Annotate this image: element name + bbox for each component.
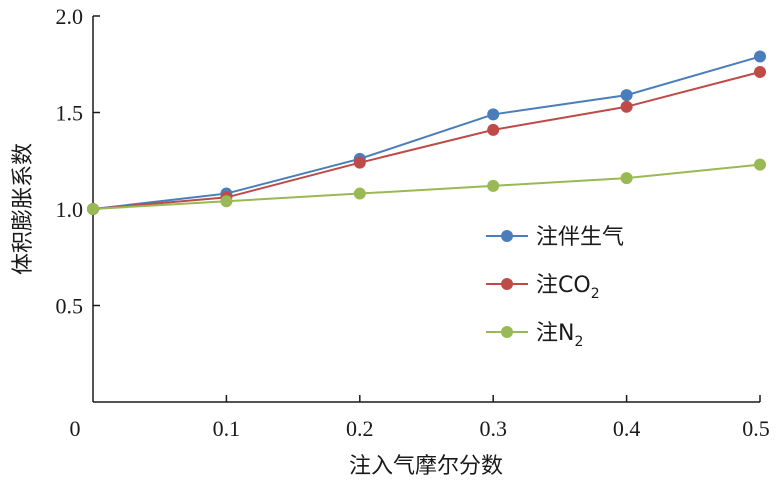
- x-axis-ticks: 0 0.1 0.2 0.3 0.4 0.5: [70, 395, 770, 441]
- legend-item: 注N2: [486, 321, 583, 350]
- data-point: [87, 203, 99, 215]
- series-group: [87, 50, 766, 215]
- legend-label-subscript: 2: [591, 286, 600, 302]
- legend-label-main: 注伴生气: [536, 225, 624, 250]
- x-tick-label: 0.1: [213, 416, 241, 441]
- legend-label-subscript: 2: [574, 334, 583, 350]
- y-axis-ticks: 0.5 1.0 1.5 2.0: [56, 4, 100, 319]
- series-2: [87, 158, 766, 215]
- y-tick-label: 1.5: [56, 101, 84, 126]
- data-point: [754, 158, 766, 171]
- plot-area: 0.5 1.0 1.5 2.0 0 0.1 0.2 0.3 0.4 0.5: [56, 4, 770, 441]
- data-point: [487, 108, 500, 121]
- legend-label-main: 注N: [536, 321, 574, 346]
- legend-item: 注CO2: [486, 273, 600, 302]
- series-line: [92, 163, 761, 210]
- legend-label: 注N2: [536, 321, 583, 350]
- data-point: [620, 100, 633, 113]
- series-1: [87, 65, 766, 215]
- legend-label: 注CO2: [536, 273, 600, 302]
- legend-marker: [501, 230, 513, 242]
- legend-label-main: 注CO: [536, 273, 591, 298]
- data-point: [220, 195, 233, 208]
- data-point: [620, 172, 633, 185]
- x-tick-label: 0.4: [613, 416, 641, 441]
- data-point: [353, 187, 366, 200]
- data-point: [754, 50, 766, 63]
- data-point: [754, 65, 766, 78]
- series-line: [92, 55, 761, 210]
- legend-item: 注伴生气: [486, 225, 624, 250]
- x-tick-label: 0.2: [346, 416, 374, 441]
- legend-marker: [501, 326, 513, 338]
- legend-marker: [501, 278, 513, 290]
- x-tick-label: 0.5: [742, 416, 770, 441]
- x-tick-label: 0.3: [479, 416, 507, 441]
- series-line: [92, 71, 761, 210]
- y-tick-label: 0.5: [56, 294, 84, 319]
- data-point: [620, 89, 633, 102]
- data-point: [487, 123, 500, 136]
- x-axis-title: 注入气摩尔分数: [349, 454, 503, 479]
- data-point: [487, 179, 500, 192]
- data-point: [353, 156, 366, 169]
- x-tick-label: 0: [70, 416, 81, 441]
- y-tick-label: 2.0: [56, 4, 84, 29]
- y-axis-title: 体积膨胀系数: [11, 143, 36, 275]
- y-tick-label: 1.0: [56, 197, 84, 222]
- legend-label: 注伴生气: [536, 225, 624, 250]
